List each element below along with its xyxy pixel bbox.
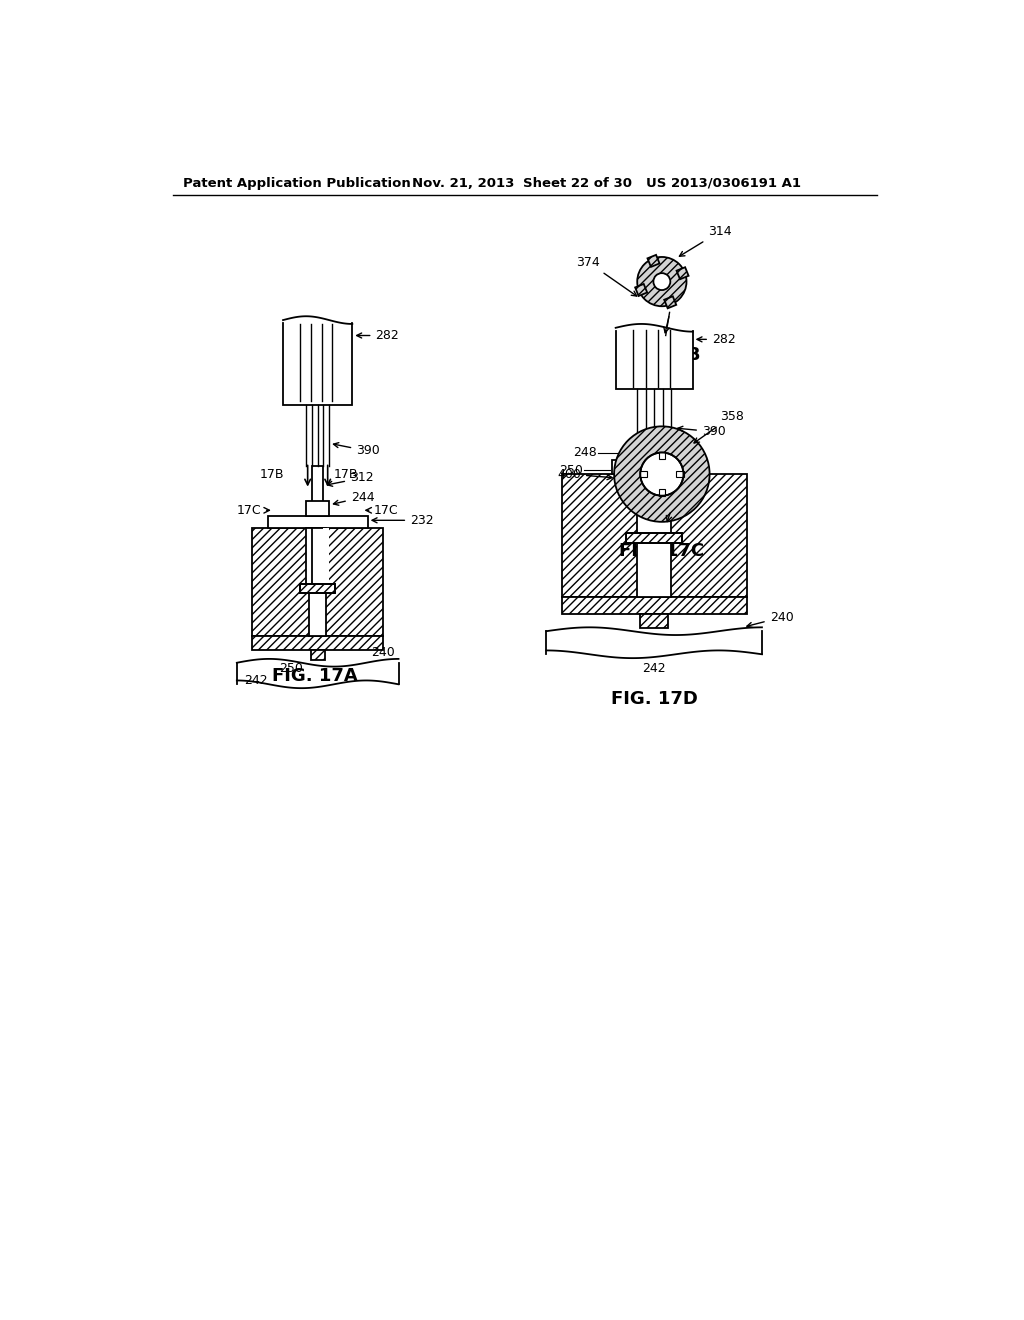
Text: Patent Application Publication: Patent Application Publication: [183, 177, 411, 190]
Bar: [312, 466, 323, 520]
Text: 358: 358: [694, 409, 743, 444]
Bar: [635, 284, 647, 296]
Bar: [562, 474, 746, 598]
Bar: [309, 528, 326, 636]
Text: 242: 242: [642, 661, 666, 675]
Circle shape: [614, 426, 710, 521]
Text: 17C: 17C: [237, 504, 261, 517]
Bar: [562, 597, 746, 614]
Text: 17B: 17B: [260, 467, 285, 480]
Text: 282: 282: [697, 333, 735, 346]
Bar: [300, 585, 336, 594]
Text: 17B: 17B: [334, 467, 358, 480]
Bar: [306, 502, 330, 516]
Text: 240: 240: [372, 645, 395, 659]
Text: Sheet 22 of 30: Sheet 22 of 30: [523, 177, 632, 190]
Bar: [658, 488, 665, 496]
Text: 314: 314: [679, 224, 732, 256]
Text: US 2013/0306191 A1: US 2013/0306191 A1: [646, 177, 802, 190]
Circle shape: [637, 257, 686, 306]
Bar: [640, 471, 647, 477]
Bar: [611, 461, 696, 474]
Bar: [252, 528, 383, 636]
Bar: [615, 327, 692, 389]
Text: 242: 242: [245, 675, 268, 686]
Bar: [310, 649, 325, 660]
Text: 390: 390: [678, 425, 726, 438]
Bar: [665, 296, 676, 309]
Bar: [306, 528, 312, 585]
Bar: [640, 614, 668, 628]
Bar: [252, 636, 383, 649]
Text: 17C: 17C: [374, 504, 398, 517]
Text: 390: 390: [334, 442, 380, 458]
Text: FIG. 17D: FIG. 17D: [610, 690, 697, 708]
Bar: [677, 471, 684, 478]
Bar: [647, 255, 659, 267]
Bar: [283, 321, 352, 405]
Circle shape: [640, 453, 683, 496]
Text: 248: 248: [572, 446, 596, 459]
Text: 374: 374: [577, 256, 637, 296]
Text: 282: 282: [356, 329, 399, 342]
Bar: [677, 267, 688, 280]
Text: 244: 244: [334, 491, 375, 506]
Text: 400: 400: [557, 467, 612, 480]
Text: 312: 312: [328, 471, 374, 486]
Text: FIG. 17A: FIG. 17A: [272, 667, 358, 685]
Text: FIG. 17B: FIG. 17B: [615, 346, 700, 364]
Bar: [300, 585, 336, 594]
Bar: [658, 451, 665, 459]
Bar: [627, 533, 682, 544]
Bar: [267, 516, 368, 528]
Text: FIG. 17C: FIG. 17C: [620, 543, 705, 560]
Text: 232: 232: [372, 513, 434, 527]
Bar: [628, 449, 681, 462]
Bar: [323, 528, 330, 585]
Text: 250: 250: [280, 663, 303, 676]
Text: 240: 240: [746, 611, 794, 627]
Circle shape: [653, 273, 671, 290]
Text: 250: 250: [559, 463, 583, 477]
Text: Nov. 21, 2013: Nov. 21, 2013: [412, 177, 514, 190]
Bar: [627, 533, 682, 544]
Bar: [637, 470, 671, 598]
